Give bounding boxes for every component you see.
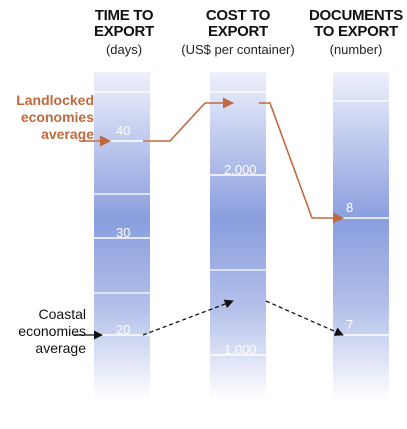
coastal-arrow-1	[142, 299, 234, 336]
tick-label-documents-7: 7	[346, 317, 354, 332]
coastal-label: Coastal economies average	[0, 306, 86, 357]
tick-label-documents-8: 8	[346, 200, 354, 215]
tick-label-time-30: 30	[116, 225, 131, 240]
tick-label-time-20: 20	[116, 322, 131, 337]
col-title-time-line2: EXPORT	[94, 23, 154, 40]
col-title-cost: COST TO EXPORT	[178, 8, 298, 40]
coastal-arrow-2	[265, 300, 344, 336]
coastal-label-line2: economies	[18, 323, 86, 339]
landlocked-label: Landlocked economies average	[0, 92, 94, 143]
landlocked-label-line3: average	[41, 126, 94, 142]
tick-label-time-40: 40	[116, 123, 131, 138]
col-title-cost-line2: EXPORT	[208, 23, 268, 40]
col-title-documents: DOCUMENTS TO EXPORT	[296, 8, 407, 40]
bar-time	[94, 72, 150, 400]
coastal-label-line1: Coastal	[38, 306, 86, 322]
landlocked-arrow-2	[259, 102, 345, 224]
coastal-label-line3: average	[35, 340, 86, 356]
landlocked-arrow-1	[143, 97, 235, 142]
col-title-documents-line1: DOCUMENTS	[309, 7, 403, 24]
bar-documents	[333, 72, 389, 400]
tick-label-cost-1000: 1,000	[224, 342, 257, 357]
col-unit-time: (days)	[105, 42, 143, 57]
col-title-documents-line2: TO EXPORT	[314, 23, 398, 40]
col-unit-cost: (US$ per container)	[181, 42, 295, 57]
col-title-cost-line1: COST TO	[205, 7, 271, 24]
bar-cost	[210, 72, 266, 400]
col-title-time-line1: TIME TO	[94, 7, 154, 24]
col-title-time: TIME TO EXPORT	[64, 8, 184, 40]
col-unit-documents: (number)	[329, 42, 383, 57]
landlocked-label-line1: Landlocked	[16, 92, 94, 108]
tick-label-cost-2000: 2,000	[224, 162, 257, 177]
landlocked-label-line2: economies	[20, 109, 94, 125]
